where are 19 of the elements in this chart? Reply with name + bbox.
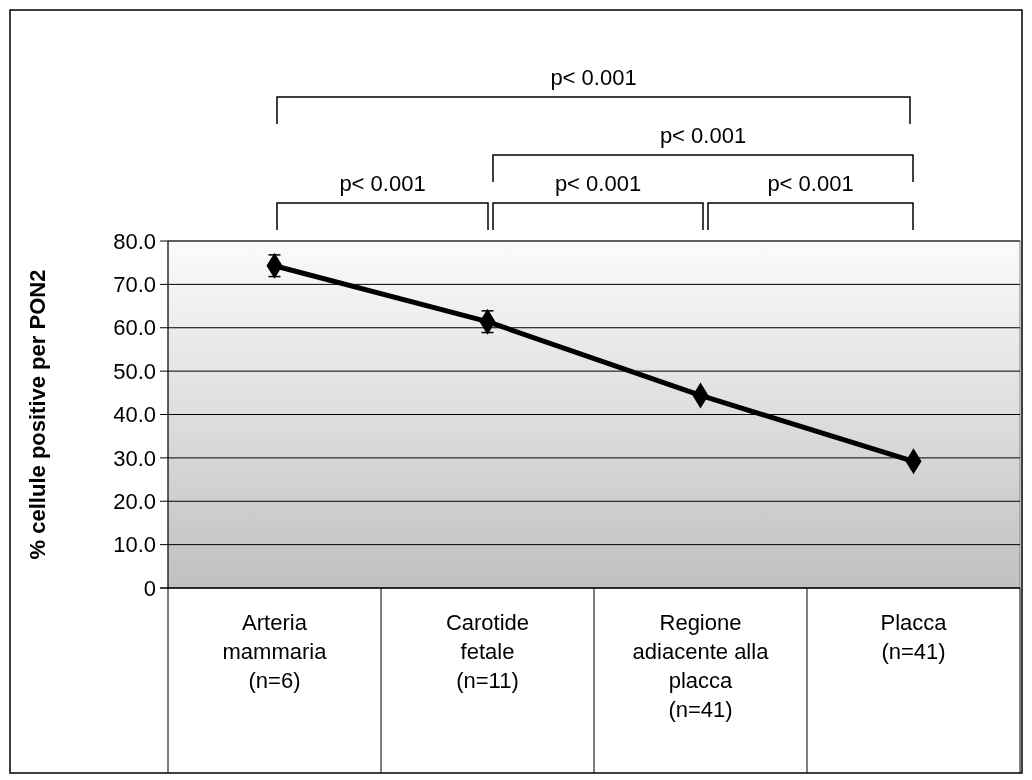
y-tick-label: 30.0 [113, 445, 156, 471]
y-tick-label: 0 [143, 575, 156, 601]
text: p< 0.001 [767, 171, 854, 196]
text: p< 0.001 [550, 65, 637, 90]
y-tick-label: 60.0 [113, 315, 156, 341]
y-tick-label: 50.0 [113, 358, 156, 384]
x-tick-label: Carotide fetale (n=11) [445, 610, 530, 693]
text: p< 0.001 [659, 123, 747, 148]
x-tick-label: Placca (n=41) [880, 610, 948, 664]
x-tick-label: Arteria mammaria (n=6) [222, 610, 328, 693]
y-tick-label: 20.0 [113, 488, 156, 514]
y-tick-label: 40.0 [113, 402, 156, 428]
y-tick-label: 80.0 [113, 228, 156, 254]
y-axis-title: % cellule positive per PON2 [25, 269, 50, 560]
text: p< 0.001 [554, 171, 642, 196]
y-tick-label: 70.0 [113, 272, 156, 298]
y-tick-label: 10.0 [113, 532, 156, 558]
x-tick-label: Regione adiacente alla placca (n=41) [632, 610, 770, 722]
text: p< 0.001 [339, 171, 426, 196]
